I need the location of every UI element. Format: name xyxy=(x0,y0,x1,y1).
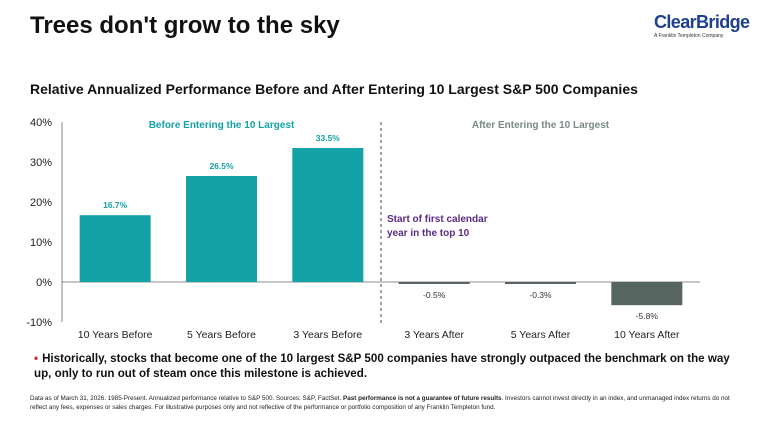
x-tick-label: 3 Years Before xyxy=(293,329,362,341)
x-tick-label: 10 Years After xyxy=(614,329,680,341)
disclosure-footnote: Data as of March 31, 2026. 1985-Present.… xyxy=(30,394,742,412)
data-label: 16.7% xyxy=(103,200,128,210)
data-label: 26.5% xyxy=(209,161,234,171)
y-tick-label: 20% xyxy=(30,197,52,209)
bar-3-years-before xyxy=(292,148,364,282)
group-label-before: Before Entering the 10 Largest xyxy=(149,120,295,131)
data-label: -0.5% xyxy=(423,290,446,300)
footnote-text-end: . Investors cannot invest directly in an… xyxy=(30,395,730,411)
logo-wordmark: ClearBridge xyxy=(654,12,750,32)
data-label: -0.3% xyxy=(529,290,552,300)
bar-5-years-after xyxy=(505,282,576,284)
bar-3-years-after xyxy=(398,282,470,284)
x-tick-label: 5 Years Before xyxy=(187,329,256,341)
bar-10-years-after xyxy=(611,282,683,306)
y-tick-label: 0% xyxy=(36,277,52,289)
bullet-dot-icon: • xyxy=(34,352,39,365)
key-takeaway: • Historically, stocks that become one of… xyxy=(34,351,734,381)
y-tick-label: 30% xyxy=(30,157,52,169)
bar-10-years-before xyxy=(79,215,151,282)
chart-title: Relative Annualized Performance Before a… xyxy=(30,81,638,97)
bar-5-years-before xyxy=(186,176,257,282)
x-tick-label: 10 Years Before xyxy=(78,329,153,341)
key-takeaway-text: Historically, stocks that become one of … xyxy=(34,352,730,380)
x-tick-label: 5 Years After xyxy=(511,329,571,341)
data-label: 33.5% xyxy=(316,133,341,143)
footnote-text: Data as of March 31, 2026. 1985-Present.… xyxy=(30,395,344,402)
page-title: Trees don't grow to the sky xyxy=(30,12,340,39)
clearbridge-logo: ClearBridge A Franklin Templeton Company xyxy=(654,12,750,40)
footnote-bold-text: Past performance is not a guarantee of f… xyxy=(343,395,502,402)
y-tick-label: 40% xyxy=(30,117,52,129)
performance-bar-chart: 40% 30% 20% 10% 0% -10% 16.7% 10 Years Before 26… xyxy=(26,117,700,341)
y-tick-label: -10% xyxy=(26,317,52,329)
data-label: -5.8% xyxy=(636,311,659,321)
y-tick-label: 10% xyxy=(30,237,52,249)
logo-tagline: A Franklin Templeton Company xyxy=(654,33,724,39)
group-label-after: After Entering the 10 Largest xyxy=(472,120,610,131)
x-tick-label: 3 Years After xyxy=(404,329,464,341)
divider-annotation-line: Start of first calendar xyxy=(387,214,488,225)
divider-annotation-line: year in the top 10 xyxy=(387,228,470,239)
